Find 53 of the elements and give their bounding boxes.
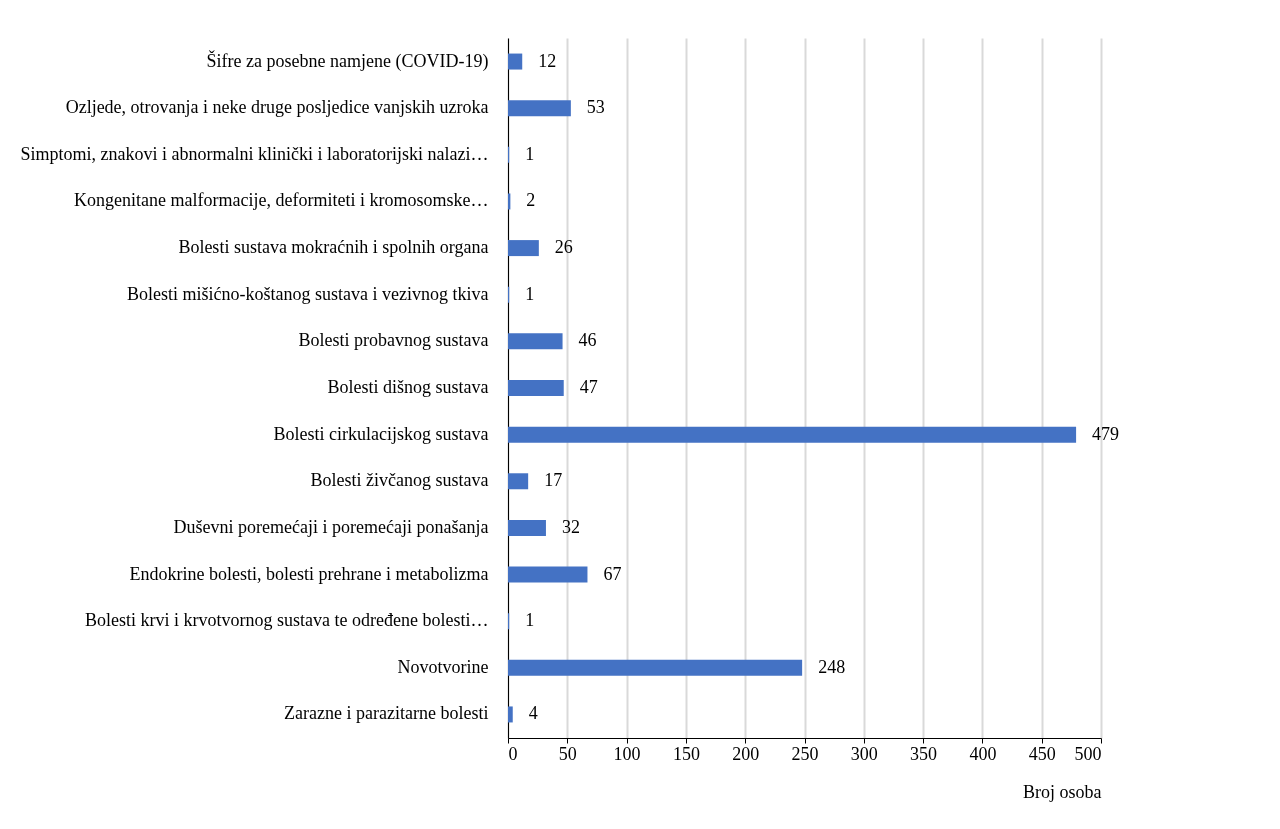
bar <box>508 240 539 257</box>
y-tick-label: Šifre za posebne namjene (COVID-19) <box>206 49 489 72</box>
bar <box>508 100 571 117</box>
bar <box>508 566 588 583</box>
data-label: 12 <box>538 50 557 71</box>
data-label: 1 <box>525 283 535 304</box>
data-label: 1 <box>525 610 535 631</box>
data-label: 32 <box>561 516 580 537</box>
data-label: 17 <box>544 470 563 491</box>
bar <box>508 473 529 490</box>
data-label: 67 <box>603 563 622 584</box>
bar <box>508 53 523 70</box>
x-tick-label: 50 <box>558 743 577 764</box>
y-tick-label: Bolesti krvi i krvotvornog sustava te određene bolesti… <box>85 610 489 631</box>
bar <box>508 659 803 676</box>
y-tick-label: Bolesti probavnog sustava <box>298 330 489 351</box>
data-label: 26 <box>554 237 573 258</box>
bar <box>508 706 513 723</box>
bar <box>508 380 564 396</box>
y-tick-label: Simptomi, znakovi i abnormalni klinički i laboratorijski nalazi… <box>20 143 489 164</box>
bar <box>508 426 1077 443</box>
data-label: 4 <box>528 703 538 724</box>
y-tick-label: Bolesti mišićno-koštanog sustava i vezivnog tkiva <box>127 283 489 304</box>
x-tick-label: 300 <box>850 743 878 764</box>
data-label: 47 <box>579 377 598 397</box>
y-tick-label: Novotvorine <box>397 656 489 677</box>
x-tick-label: 350 <box>910 743 938 764</box>
y-tick-label: Endokrine bolesti, bolesti prehrane i metabolizma <box>129 563 489 584</box>
x-axis-title: Broj osoba <box>1023 781 1102 802</box>
y-tick-label: Bolesti dišnog sustava <box>327 377 489 397</box>
x-tick-label: 100 <box>613 743 641 764</box>
bar <box>508 519 546 536</box>
x-tick-label: 150 <box>672 743 700 764</box>
x-tick-label: 0 <box>508 743 518 764</box>
x-tick-label: 250 <box>791 743 819 764</box>
x-tick-label: 500 <box>1074 743 1102 764</box>
data-label: 479 <box>1092 423 1120 444</box>
x-tick-label: 400 <box>969 743 997 764</box>
bar <box>508 333 563 350</box>
x-tick-label: 450 <box>1028 743 1056 764</box>
data-label: 46 <box>578 330 597 351</box>
y-tick-label: Kongenitane malformacije, deformiteti i kromosomske… <box>74 190 489 211</box>
data-label: 248 <box>818 656 846 677</box>
x-tick-label: 200 <box>732 743 760 764</box>
y-tick-label: Ozljede, otrovanja i neke druge posljedice vanjskih uzroka <box>65 97 489 118</box>
y-tick-label: Bolesti živčanog sustava <box>310 470 489 491</box>
y-tick-label: Duševni poremećaji i poremećaji ponašanja <box>173 516 489 537</box>
data-label: 2 <box>526 190 536 211</box>
y-tick-label: Zarazne i parazitarne bolesti <box>284 703 489 724</box>
y-tick-label: Bolesti sustava mokraćnih i spolnih organa <box>178 237 489 258</box>
data-label: 1 <box>525 143 535 164</box>
data-label: 53 <box>586 97 605 118</box>
y-tick-label: Bolesti cirkulacijskog sustava <box>273 423 489 444</box>
